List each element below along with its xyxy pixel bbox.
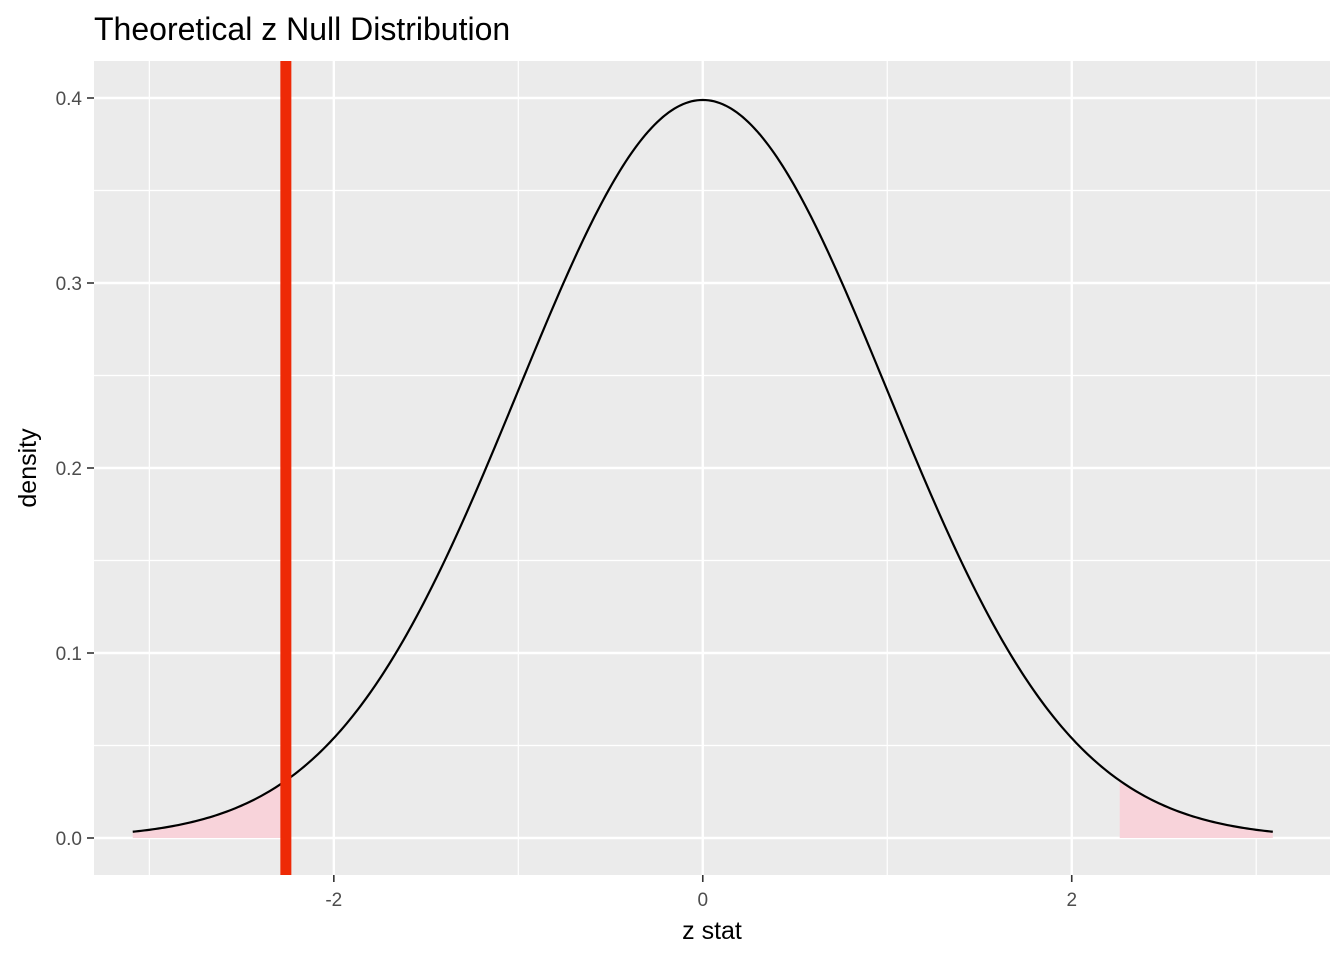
y-axis: 0.0 0.1 0.2 0.3 0.4 xyxy=(56,89,94,850)
x-tick-label: 2 xyxy=(1066,890,1077,911)
y-tick-label: 0.3 xyxy=(56,274,82,295)
x-tick-label: -2 xyxy=(325,890,342,911)
x-axis: -2 0 2 xyxy=(325,875,1077,911)
y-tick-label: 0.4 xyxy=(56,89,83,110)
chart-title: Theoretical z Null Distribution xyxy=(94,11,510,47)
tail-region xyxy=(132,780,286,838)
y-axis-title: density xyxy=(14,428,42,508)
y-tick-label: 0.2 xyxy=(56,459,82,480)
x-axis-title: z stat xyxy=(682,917,742,945)
y-tick-label: 0.0 xyxy=(56,829,82,850)
y-tick-label: 0.1 xyxy=(56,644,82,665)
tail-region xyxy=(1119,780,1273,838)
density-curve xyxy=(132,98,1273,833)
tail-regions xyxy=(132,780,1273,838)
x-tick-label: 0 xyxy=(697,890,708,911)
